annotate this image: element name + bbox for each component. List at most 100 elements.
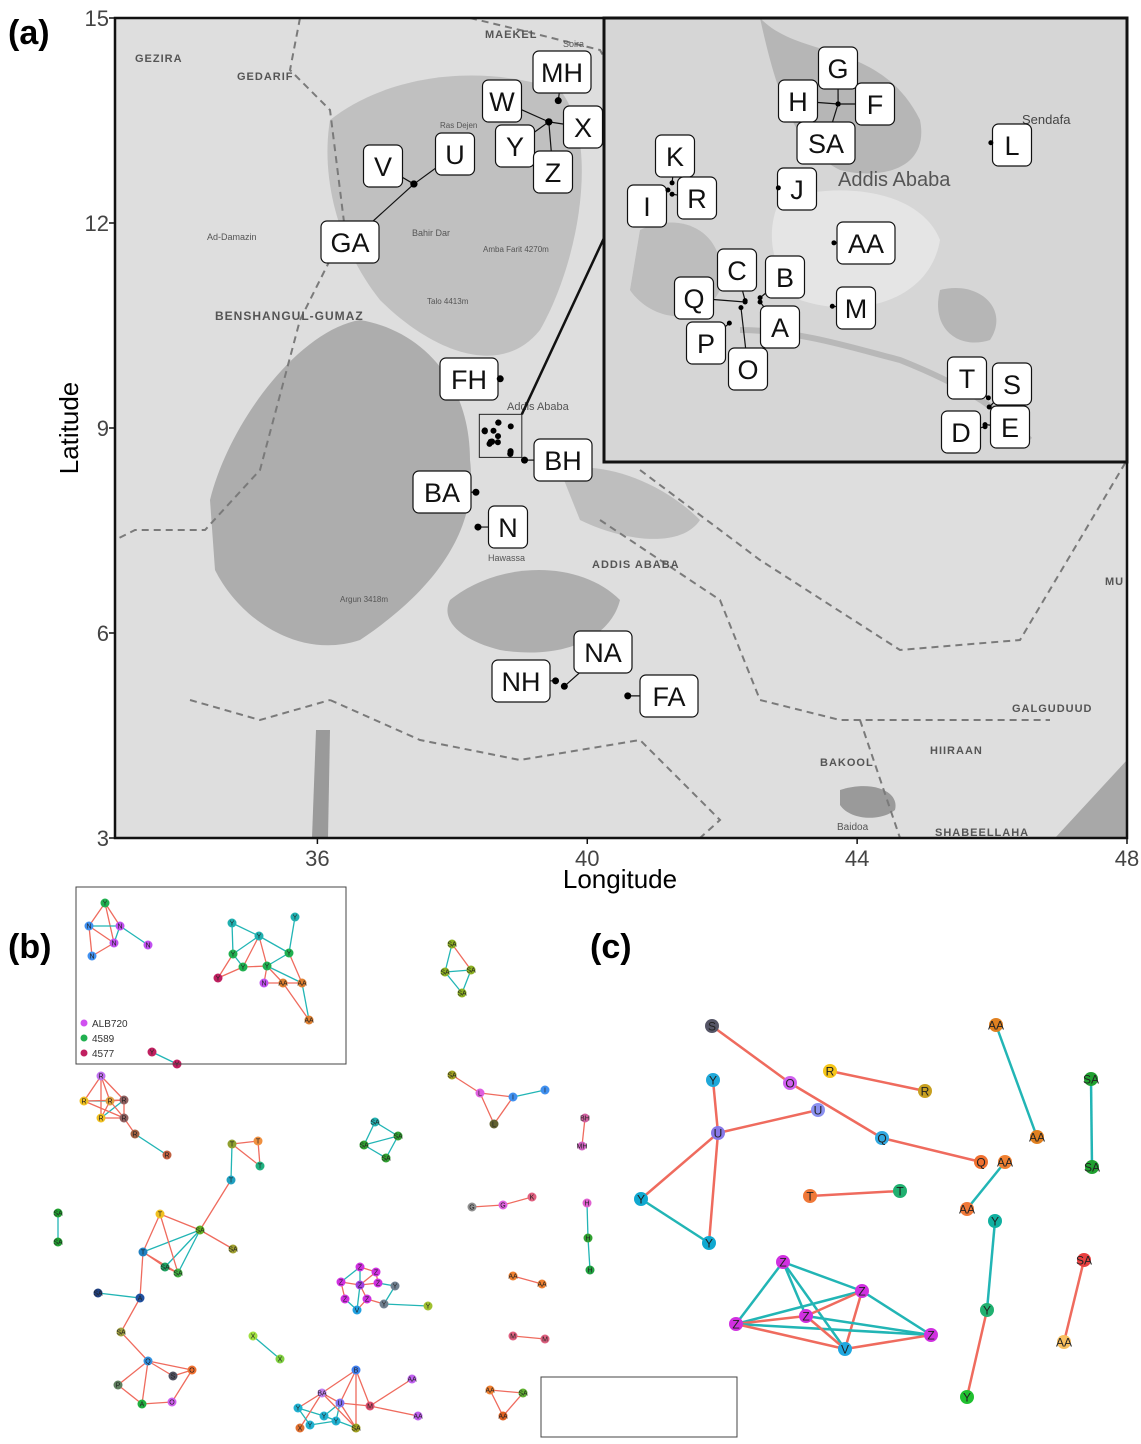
node-label: R [921,1084,930,1098]
node-label: M [542,1337,548,1344]
node-label: SA [351,1426,361,1433]
node-label: R [826,1064,835,1078]
node-label: Y [963,1390,971,1404]
node-label: SA [359,1143,369,1150]
network-edge [135,1134,167,1155]
legend-label: 4589 [92,1034,115,1045]
place-name: HIIRAAN [930,745,983,757]
site-label: O [737,355,758,385]
node-label: Y [983,1303,991,1317]
node-label: SA [393,1134,403,1141]
node-label: A [138,1296,143,1303]
site-label: NH [502,667,541,697]
node-label: SA [173,1271,183,1278]
node-label: Y [334,1419,339,1426]
network-edge [231,1144,232,1180]
node-label: Y [231,952,236,959]
site-label: NA [584,638,622,668]
network-edge [340,1403,370,1406]
place-name: Amba Farit 4270m [483,245,549,254]
node-label: R [121,1098,126,1105]
network-edge [120,926,148,945]
legend-marker [81,1035,88,1042]
site-label: X [574,113,592,143]
network-edge [289,917,295,953]
node-label: Z [339,1280,344,1287]
site-point [521,457,528,464]
site-label: N [498,513,518,543]
site-label: MH [541,58,583,88]
node-label: R [164,1153,169,1160]
x-tick-label: 44 [845,846,869,871]
node-label: SA [466,968,476,975]
network-edge [118,1385,142,1404]
network-edge [370,1406,418,1416]
network-edge [810,1191,900,1196]
network-edge [736,1291,862,1324]
node-label: Y [382,1302,387,1309]
network-edge [160,1214,200,1230]
network-edge [370,1379,412,1406]
node-label: Y [308,1423,313,1430]
node-label: P [116,1383,121,1390]
legend-marker [81,1020,88,1027]
network-edge [356,1370,370,1406]
network-edge [996,1025,1037,1137]
site-label: F [867,90,884,120]
node-label: BH [580,1116,590,1123]
node-label: Z [343,1297,348,1304]
network-edge [718,1110,818,1133]
node-label: SA [53,1240,63,1247]
node-label: SA [457,991,467,998]
y-tick-label: 15 [85,6,109,31]
panel-label: (a) [8,14,50,52]
node-label: T [896,1184,904,1198]
network-edge [882,1138,981,1162]
site-point [487,439,493,445]
legend-marker [81,1050,88,1057]
place-name: GEZIRA [135,53,183,65]
panel-label: (c) [590,928,632,966]
network-edge [845,1335,931,1349]
site-point [738,305,743,310]
node-label: G [469,1205,474,1212]
node-label: Y [293,915,298,922]
node-label: Y [705,1236,713,1250]
site-point [670,192,675,197]
node-label: G [500,1203,505,1210]
node-label: Z [802,1309,809,1323]
node-label: K [530,1195,535,1202]
node-label: SA [447,942,457,949]
panel-label: (b) [8,928,51,966]
node-label: Y [322,1414,327,1421]
site-label: W [489,87,515,117]
node-label: MH [577,1144,588,1151]
node-label: Y [709,1073,717,1087]
node-label: Y [426,1304,431,1311]
site-point [776,185,781,190]
site-label: J [790,175,804,205]
node-label: BA [317,1391,327,1398]
place-name: Bahir Dar [412,228,450,238]
y-tick-label: 6 [97,621,109,646]
site-point [665,187,670,192]
node-label: I [512,1095,514,1102]
site-label: Q [683,284,704,314]
network-edge [232,1144,260,1166]
site-label: BA [424,478,460,508]
node-label: Z [858,1284,865,1298]
place-name: ADDIS ABABA [592,559,680,571]
node-label: Y [175,1062,180,1069]
legend-label: 4577 [92,1049,115,1060]
network-edge [709,1133,718,1243]
node-label: R [98,1074,103,1081]
node-label: X [278,1357,283,1364]
network-edge [587,1203,588,1238]
y-tick-label: 9 [97,416,109,441]
node-label: Y [241,965,246,972]
node-label: AA [1056,1335,1072,1349]
node-label: H [584,1201,589,1208]
node-label: AA [278,981,288,988]
node-label: Z [374,1270,379,1277]
node-label: AA [959,1202,975,1216]
